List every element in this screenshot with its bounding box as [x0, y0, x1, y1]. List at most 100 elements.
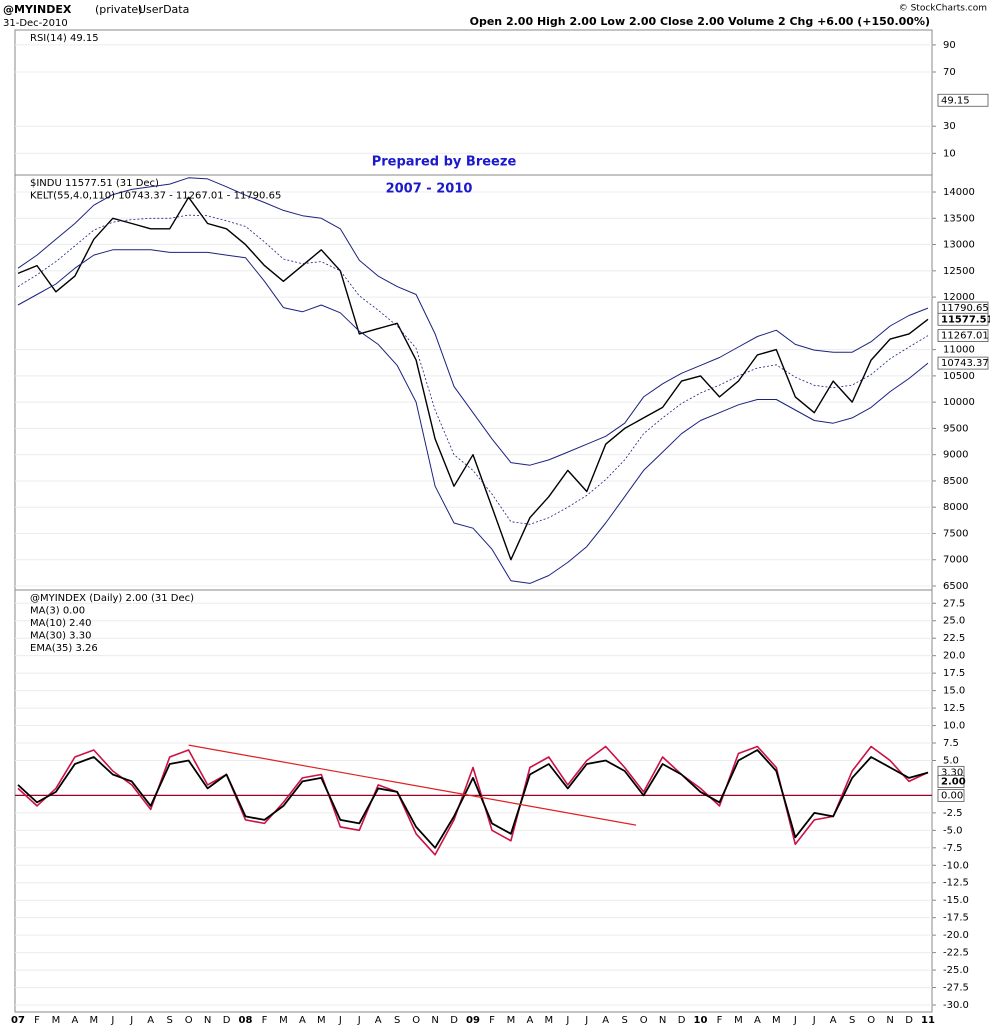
- legend-entry: MA(3) 0.00: [30, 606, 85, 617]
- annotation: Prepared by Breeze: [372, 155, 517, 170]
- x-tick-label: J: [584, 1015, 588, 1026]
- series-line: [17, 249, 929, 584]
- x-tick-label: N: [204, 1015, 211, 1026]
- x-tick-label: D: [450, 1015, 458, 1026]
- value-tag: [937, 356, 989, 370]
- x-tick-label: 07: [11, 1015, 25, 1026]
- x-tick-label: J: [129, 1015, 133, 1026]
- x-tick-label: D: [678, 1015, 686, 1026]
- x-tick-label: J: [793, 1015, 797, 1026]
- price-panel: [14, 174, 933, 591]
- x-tick-label: 09: [466, 1015, 480, 1026]
- x-tick-label: 08: [239, 1015, 253, 1026]
- y-tick-label: 25.0: [943, 616, 965, 627]
- value-tag-label: 3.30: [941, 767, 963, 778]
- y-tick-label: -25.0: [943, 965, 969, 976]
- y-tick-label: -20.0: [943, 930, 969, 941]
- y-tick-label: 90: [943, 40, 956, 51]
- y-tick-label: -5.0: [943, 825, 963, 836]
- x-tick-label: A: [71, 1015, 78, 1026]
- x-tick-label: A: [299, 1015, 306, 1026]
- y-tick-label: 10: [943, 148, 956, 159]
- y-tick-label: -17.5: [943, 913, 969, 924]
- x-tick-label: J: [565, 1015, 569, 1026]
- x-tick-label: N: [659, 1015, 666, 1026]
- legend-entry: MA(10) 2.40: [30, 618, 91, 629]
- x-tick-label: M: [545, 1015, 554, 1026]
- x-tick-label: S: [394, 1015, 400, 1026]
- x-tick-label: F: [717, 1015, 723, 1026]
- chart-date: 31-Dec-2010: [3, 18, 68, 29]
- y-tick-label: 7.5: [943, 738, 959, 749]
- legend-entry: EMA(35) 3.26: [30, 643, 98, 654]
- x-tick-label: M: [507, 1015, 516, 1026]
- x-tick-label: A: [375, 1015, 382, 1026]
- y-tick-label: 13000: [943, 240, 975, 251]
- x-tick-label: M: [772, 1015, 781, 1026]
- indicator-panel: [14, 589, 933, 1013]
- y-tick-label: 7000: [943, 555, 968, 566]
- value-tag: [937, 775, 965, 788]
- x-tick-label: O: [640, 1015, 648, 1026]
- x-tick-label: J: [357, 1015, 361, 1026]
- value-tag-label: 11790.65: [941, 303, 989, 314]
- value-tag-label: 10743.37: [941, 358, 989, 369]
- y-tick-label: -15.0: [943, 895, 969, 906]
- x-tick-label: S: [166, 1015, 172, 1026]
- x-tick-label: O: [867, 1015, 875, 1026]
- y-tick-label: -12.5: [943, 878, 969, 889]
- series-line: [17, 745, 929, 856]
- series-line: [17, 196, 929, 561]
- x-tick-label: M: [52, 1015, 61, 1026]
- x-tick-label: 10: [694, 1015, 708, 1026]
- x-tick-label: J: [338, 1015, 342, 1026]
- x-tick-label: S: [849, 1015, 855, 1026]
- y-tick-label: 13500: [943, 213, 975, 224]
- y-tick-label: 10000: [943, 397, 975, 408]
- y-tick-label: 12000: [943, 292, 975, 303]
- y-tick-label: 11000: [943, 345, 975, 356]
- value-tag: [937, 93, 989, 107]
- x-tick-label: N: [431, 1015, 438, 1026]
- value-tag-label: 49.15: [941, 95, 970, 106]
- series-line: [17, 177, 929, 466]
- y-tick-label: -30.0: [943, 1000, 969, 1011]
- value-tag: [937, 789, 965, 802]
- legend-entry: @MYINDEX (Daily) 2.00 (31 Dec): [30, 593, 194, 604]
- legend-entry: $INDU 11577.51 (31 Dec): [30, 178, 159, 189]
- x-tick-label: F: [262, 1015, 268, 1026]
- x-tick-label: A: [602, 1015, 609, 1026]
- y-tick-label: 20.0: [943, 651, 965, 662]
- quote-line: Open 2.00 High 2.00 Low 2.00 Close 2.00 …: [470, 15, 930, 28]
- y-tick-label: 12.5: [943, 703, 965, 714]
- private-flag: (private): [95, 3, 142, 16]
- y-tick-label: 7500: [943, 528, 968, 539]
- value-tag-label: 11267.01: [941, 331, 989, 342]
- x-tick-label: 11: [921, 1015, 935, 1026]
- legend-entry: RSI(14) 49.15: [30, 33, 99, 44]
- x-tick-label: M: [317, 1015, 326, 1026]
- y-tick-label: 10500: [943, 371, 975, 382]
- y-tick-label: 30: [943, 121, 956, 132]
- y-tick-label: 27.5: [943, 598, 965, 609]
- x-tick-label: A: [754, 1015, 761, 1026]
- y-tick-label: 22.5: [943, 633, 965, 644]
- x-tick-label: F: [489, 1015, 495, 1026]
- x-tick-label: N: [886, 1015, 893, 1026]
- y-tick-label: 5.0: [943, 755, 959, 766]
- x-tick-label: D: [223, 1015, 231, 1026]
- y-tick-label: 15.0: [943, 686, 965, 697]
- value-tag-label: 11577.51: [941, 314, 990, 325]
- value-tag-label: 2.00: [941, 776, 966, 787]
- series-line: [17, 214, 929, 525]
- value-tag-label: 0.00: [941, 790, 963, 801]
- legend-entry: MA(30) 3.30: [30, 631, 91, 642]
- legend-entry: KELT(55,4.0,110) 10743.37 - 11267.01 - 1…: [30, 191, 281, 202]
- x-tick-label: J: [110, 1015, 114, 1026]
- x-tick-label: J: [812, 1015, 816, 1026]
- series-line: [17, 749, 929, 849]
- y-tick-label: -27.5: [943, 983, 969, 994]
- y-tick-label: -2.5: [943, 808, 963, 819]
- trend-line: [188, 744, 637, 826]
